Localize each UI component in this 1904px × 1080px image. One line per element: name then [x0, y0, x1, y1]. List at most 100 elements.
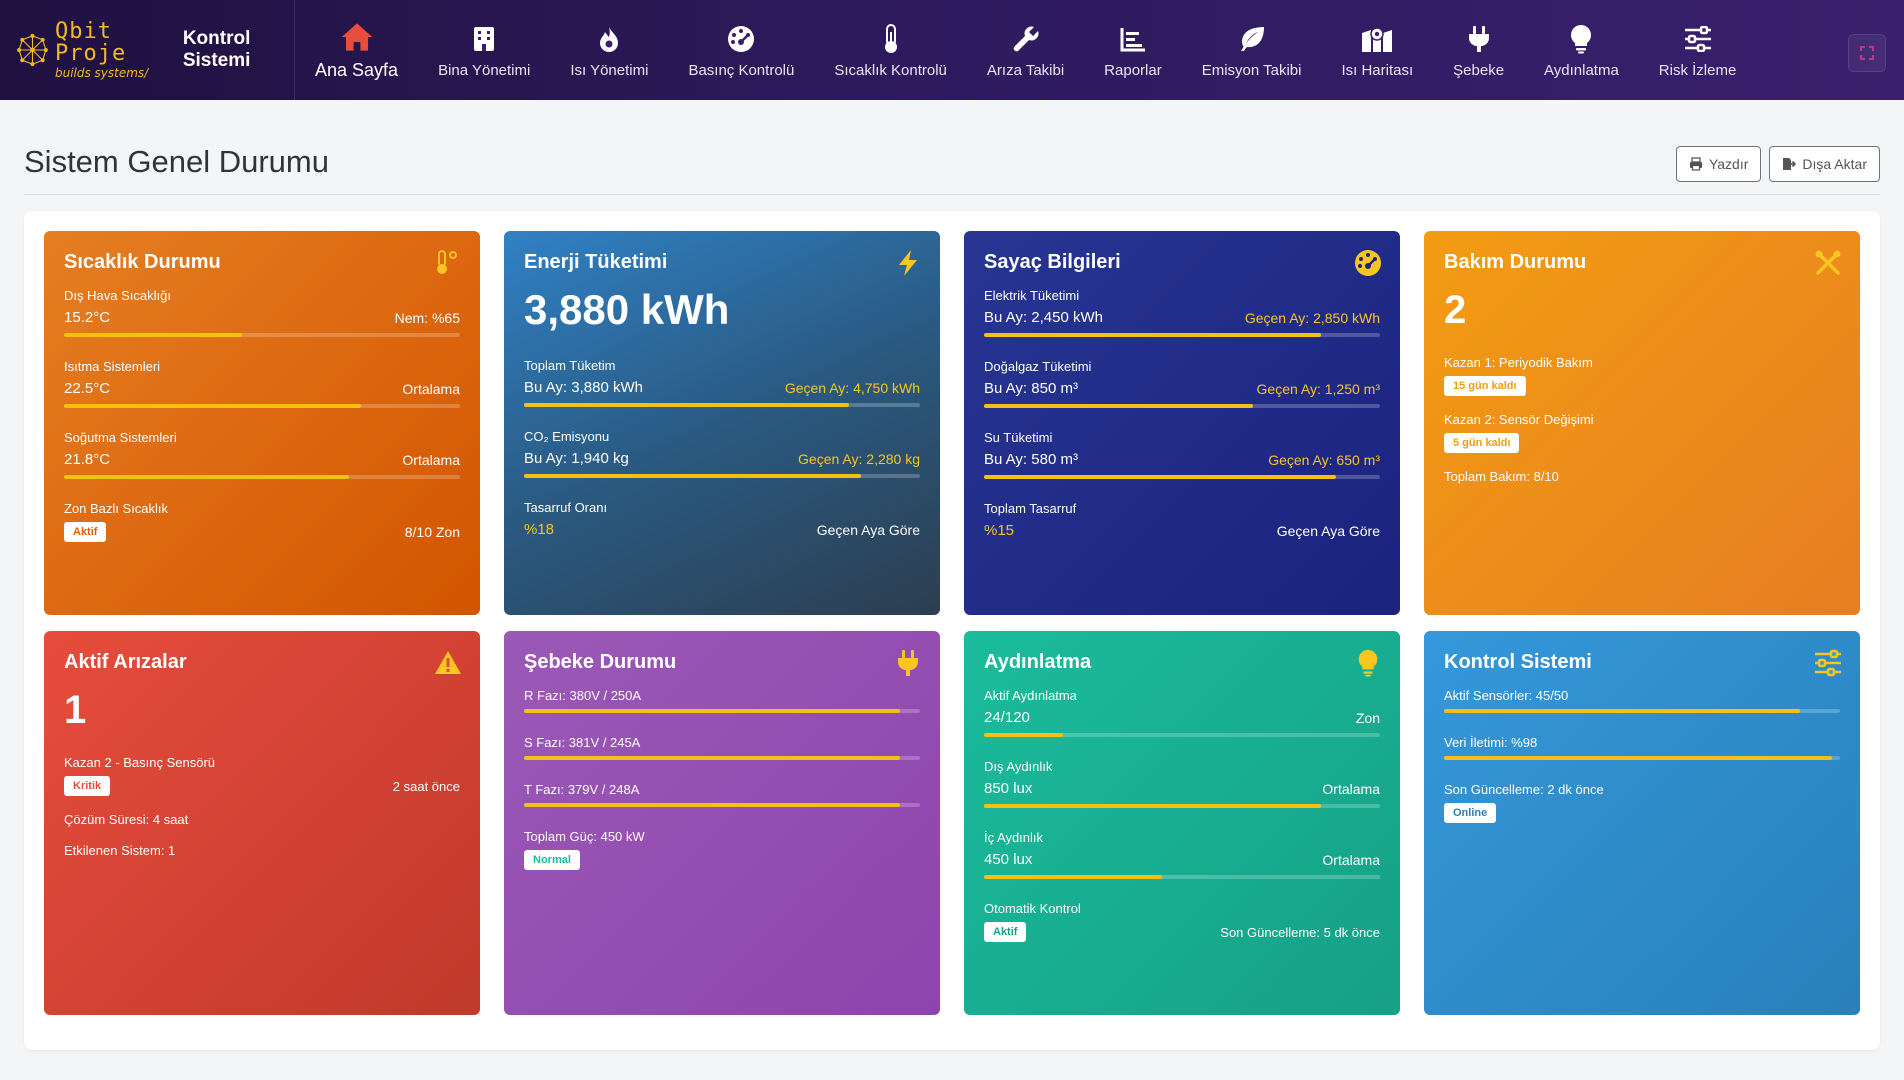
progress-fill	[524, 803, 901, 807]
progress-fill	[984, 804, 1321, 808]
cooling-value: 21.8°C	[64, 451, 111, 468]
maintenance-item-2-label: Kazan 2: Sensör Değişimi	[1444, 412, 1594, 427]
humidity-value: Nem: %65	[394, 309, 460, 326]
co2-label: CO₂ Emisyonu	[524, 429, 610, 444]
nav-item-ana-sayfa[interactable]: Ana Sayfa	[295, 0, 418, 100]
fault-time: 2 saat önce	[392, 778, 460, 794]
nav-item-isi-haritasi[interactable]: Isı Haritası	[1321, 0, 1433, 100]
savings-value: %18	[524, 521, 555, 538]
last-update-label: Son Güncelleme: 2 dk önce	[1444, 782, 1604, 797]
card-title: Enerji Tüketimi	[524, 251, 668, 273]
consumption-prev: Geçen Ay: 4,750 kWh	[784, 379, 920, 396]
nav-label: Ana Sayfa	[315, 59, 399, 80]
heating-bar	[64, 404, 460, 408]
indoor-light-value: 450 lux	[984, 851, 1033, 868]
fault-item-label: Kazan 2 - Basınç Sensörü	[64, 755, 216, 770]
heating-value: 22.5°C	[64, 380, 111, 397]
maintenance-total: Toplam Bakım: 8/10	[1444, 469, 1559, 484]
progress-fill	[64, 404, 361, 408]
temperature-celsius-icon	[437, 250, 457, 274]
maintenance-card[interactable]: Bakım Durumu 2 Kazan 1: Periyodik Bakım …	[1424, 231, 1860, 615]
gas-label: Doğalgaz Tüketimi	[984, 359, 1092, 374]
total-savings-right: Geçen Aya Göre	[1276, 522, 1380, 539]
brand[interactable]: Qbit Proje builds systems/ Kontrol Siste…	[0, 0, 295, 100]
tools-icon	[1815, 250, 1841, 275]
building-icon	[467, 22, 501, 56]
phase-r-label: R Fazı: 380V / 250A	[524, 688, 642, 703]
nav-label: Bina Yönetimi	[438, 61, 531, 79]
electric-bar	[984, 333, 1380, 337]
progress-fill	[524, 474, 861, 478]
nav-item-emisyon-takibi[interactable]: Emisyon Takibi	[1182, 0, 1322, 100]
status-badge: Aktif	[64, 522, 107, 542]
lightbulb-icon	[1358, 649, 1378, 677]
lightbulb-icon	[1564, 22, 1598, 56]
total-savings-value: %15	[984, 522, 1015, 539]
card-title: Sıcaklık Durumu	[64, 251, 221, 273]
fault-count: 1	[64, 688, 87, 732]
nav-item-sebeke[interactable]: Şebeke	[1433, 0, 1524, 100]
fullscreen-button[interactable]	[1848, 34, 1886, 72]
nav-item-basinc-kontrolu[interactable]: Basınç Kontrolü	[668, 0, 814, 100]
top-navbar: Qbit Proje builds systems/ Kontrol Siste…	[0, 0, 1904, 100]
nav-item-sicaklik-kontrolu[interactable]: Sıcaklık Kontrolü	[814, 0, 967, 100]
nav-item-risk-izleme[interactable]: Risk İzleme	[1639, 0, 1757, 100]
card-title: Şebeke Durumu	[524, 651, 677, 673]
electric-value: Bu Ay: 2,450 kWh	[984, 309, 1103, 326]
chart-icon	[1116, 22, 1150, 56]
energy-card[interactable]: Enerji Tüketimi 3,880 kWh Toplam Tüketim…	[504, 231, 940, 615]
active-lighting-bar	[984, 733, 1380, 737]
print-button[interactable]: Yazdır	[1675, 146, 1762, 182]
gauge-icon	[1355, 250, 1381, 276]
faults-card[interactable]: Aktif Arızalar 1 Kazan 2 - Basınç Sensör…	[44, 631, 480, 1015]
progress-fill	[1444, 709, 1801, 713]
heating-right: Ortalama	[402, 380, 460, 397]
grid-card[interactable]: Şebeke Durumu R Fazı: 380V / 250A S Fazı…	[504, 631, 940, 1015]
map-icon	[1360, 22, 1394, 56]
phase-t-label: T Fazı: 379V / 248A	[524, 782, 640, 797]
data-transmission-bar	[1444, 756, 1840, 760]
outdoor-temp-label: Dış Hava Sıcaklığı	[64, 288, 171, 303]
progress-fill	[64, 475, 350, 479]
days-left-badge: 15 gün kaldı	[1444, 376, 1526, 396]
cooling-label: Soğutma Sistemleri	[64, 430, 177, 445]
page-header: Sistem Genel Durumu Yazdır Dışa Aktar	[24, 140, 1880, 195]
nav-item-bina-yonetimi[interactable]: Bina Yönetimi	[418, 0, 550, 100]
warning-icon	[435, 651, 461, 674]
total-savings-label: Toplam Tasarruf	[984, 501, 1077, 516]
thermometer-icon	[874, 22, 908, 56]
auto-control-label: Otomatik Kontrol	[984, 901, 1081, 916]
progress-fill	[524, 709, 901, 713]
active-lighting-value: 24/120	[984, 709, 1030, 726]
zone-count: 8/10 Zon	[404, 524, 460, 540]
active-lighting-label: Aktif Aydınlatma	[984, 688, 1077, 703]
nav-item-ariza-takibi[interactable]: Arıza Takibi	[967, 0, 1084, 100]
total-power-label: Toplam Güç: 450 kW	[524, 829, 645, 844]
control-card[interactable]: Kontrol Sistemi Aktif Sensörler: 45/50 V…	[1424, 631, 1860, 1015]
export-button[interactable]: Dışa Aktar	[1769, 146, 1880, 182]
nav-label: Arıza Takibi	[986, 61, 1065, 79]
home-icon	[340, 20, 374, 54]
nav-item-isi-yonetimi[interactable]: Isı Yönetimi	[550, 0, 668, 100]
lighting-card[interactable]: Aydınlatma Aktif Aydınlatma 24/120 Zon Dı…	[964, 631, 1400, 1015]
nav-item-aydinlatma[interactable]: Aydınlatma	[1524, 0, 1639, 100]
nav-item-raporlar[interactable]: Raporlar	[1084, 0, 1182, 100]
water-label: Su Tüketimi	[984, 430, 1053, 445]
outdoor-light-value: 850 lux	[984, 780, 1033, 797]
progress-fill	[64, 333, 243, 337]
phase-t-bar	[524, 803, 920, 807]
nav-label: Şebeke	[1453, 61, 1505, 79]
data-transmission-label: Veri İletimi: %98	[1444, 735, 1538, 750]
indoor-light-label: İç Aydınlık	[984, 830, 1044, 845]
affected-systems: Etkilenen Sistem: 1	[64, 843, 176, 858]
printer-icon	[1689, 157, 1702, 171]
network-logo-icon	[17, 33, 48, 67]
meter-card[interactable]: Sayaç Bilgileri Elektrik Tüketimi Bu Ay:…	[964, 231, 1400, 615]
card-title: Aktif Arızalar	[64, 651, 187, 673]
sensors-bar	[1444, 709, 1840, 713]
temperature-card[interactable]: Sıcaklık Durumu Dış Hava Sıcaklığı 15.2°…	[44, 231, 480, 615]
sliders-icon	[1681, 22, 1715, 56]
zone-label: Zon Bazlı Sıcaklık	[64, 501, 169, 516]
heating-label: Isıtma Sistemleri	[64, 359, 161, 374]
water-bar	[984, 475, 1380, 479]
